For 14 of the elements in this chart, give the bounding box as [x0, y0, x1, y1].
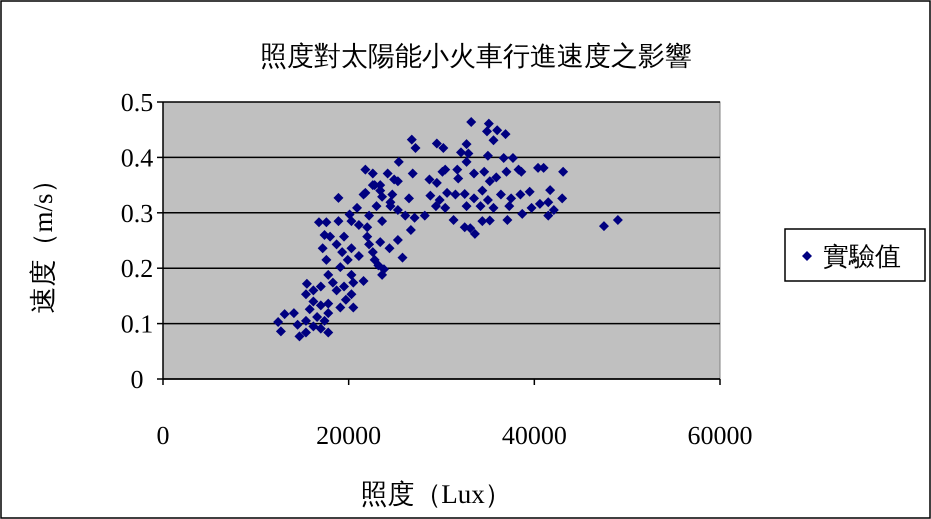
y-tick-label: 0.2 [120, 254, 154, 284]
y-axis-title: 速度（m/s） [28, 166, 58, 314]
y-tick-label: 0.3 [120, 198, 154, 228]
x-tick-label: 40000 [502, 421, 567, 450]
y-tick-label: 0.5 [120, 88, 154, 117]
y-tick-label: 0.4 [120, 143, 154, 172]
x-tick-label: 20000 [316, 421, 382, 450]
x-tick-label: 60000 [688, 421, 752, 450]
y-tick-label: 0.1 [120, 310, 154, 339]
y-tick-label: 0 [130, 365, 144, 394]
x-axis-title: 照度（Lux） [360, 479, 512, 509]
chart-title: 照度對太陽能小火車行進速度之影響 [260, 41, 692, 71]
legend: 實驗值 [784, 228, 926, 282]
legend-label: 實驗值 [823, 242, 901, 271]
